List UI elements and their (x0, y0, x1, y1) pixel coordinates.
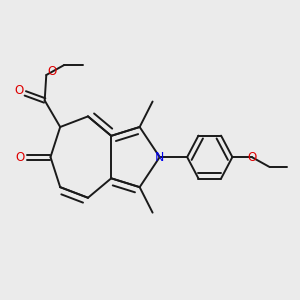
Text: O: O (247, 151, 256, 164)
Text: O: O (47, 65, 57, 78)
Text: O: O (16, 151, 25, 164)
Text: O: O (14, 84, 23, 97)
Text: N: N (155, 151, 164, 164)
